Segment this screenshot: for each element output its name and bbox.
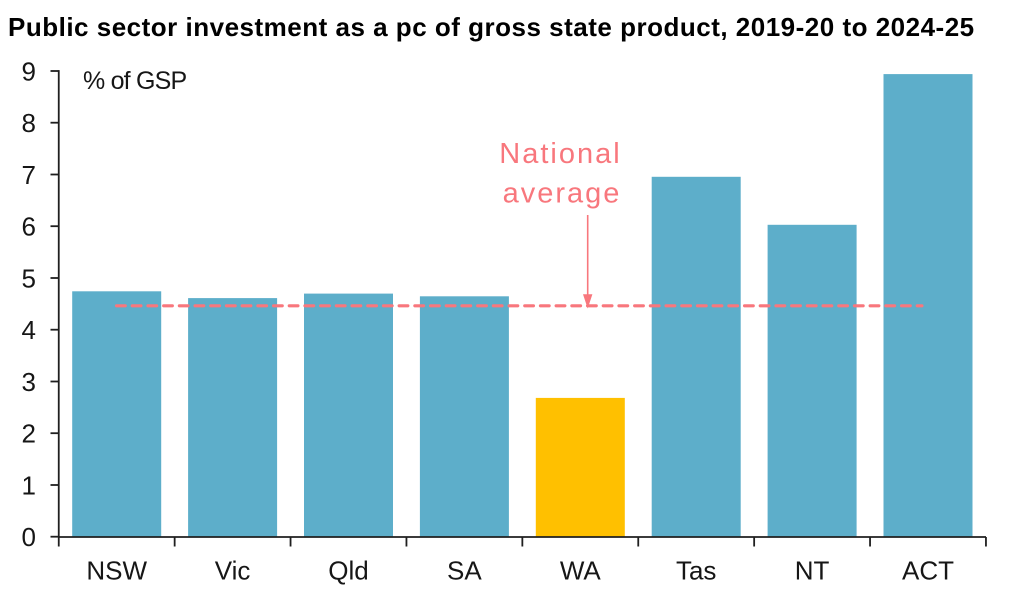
svg-text:2: 2 <box>22 419 36 449</box>
svg-text:NT: NT <box>795 555 830 585</box>
svg-text:Public sector investment as a: Public sector investment as a pc of gros… <box>8 12 975 42</box>
svg-text:3: 3 <box>22 367 36 397</box>
svg-text:average: average <box>503 178 622 210</box>
svg-text:5: 5 <box>22 263 36 293</box>
svg-text:National: National <box>499 138 621 170</box>
svg-text:% of GSP: % of GSP <box>83 67 186 95</box>
svg-text:0: 0 <box>22 522 36 552</box>
svg-text:9: 9 <box>22 56 36 86</box>
svg-text:Vic: Vic <box>215 555 251 585</box>
svg-text:ACT: ACT <box>902 555 954 585</box>
svg-text:4: 4 <box>22 315 36 345</box>
svg-text:NSW: NSW <box>86 555 147 585</box>
svg-text:Tas: Tas <box>676 555 716 585</box>
svg-text:8: 8 <box>22 108 36 138</box>
svg-text:SA: SA <box>447 555 482 585</box>
svg-text:6: 6 <box>22 212 36 242</box>
svg-text:WA: WA <box>560 555 602 585</box>
svg-text:7: 7 <box>22 160 36 190</box>
svg-text:1: 1 <box>22 470 36 500</box>
svg-text:Qld: Qld <box>328 555 368 585</box>
